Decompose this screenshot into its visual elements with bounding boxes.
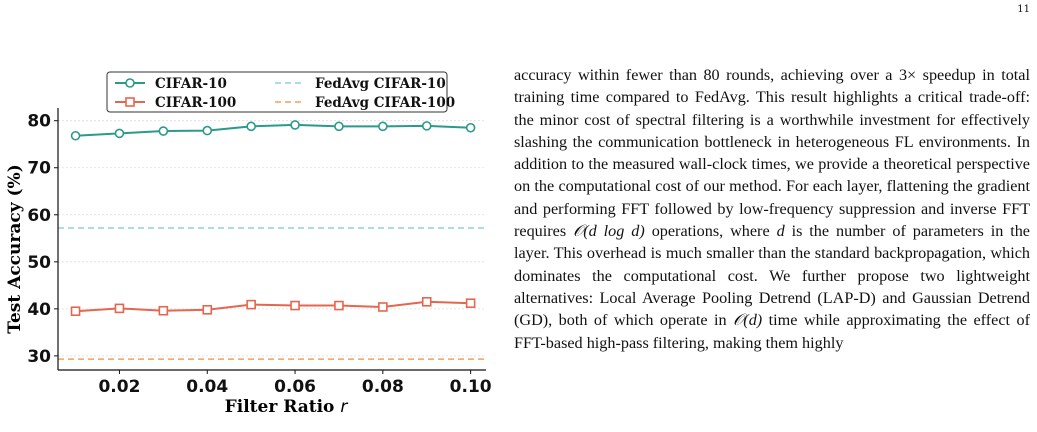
y-tick-label-60: 60 [27, 206, 51, 226]
data-point-0-4 [246, 121, 256, 132]
text-part-3: is the number of parameters in the layer… [514, 222, 1030, 330]
data-series [70, 120, 476, 317]
data-point-1-6 [334, 300, 344, 311]
text-part-2: operations, where [644, 222, 777, 241]
math-complexity-d: 𝒪(d) [733, 311, 763, 330]
data-point-1-2 [158, 305, 169, 316]
data-point-0-6 [334, 121, 344, 132]
legend-box [106, 71, 448, 113]
body-paragraph: accuracy within fewer than 80 rounds, ac… [514, 64, 1030, 354]
legend-label-1: CIFAR-100 [155, 95, 236, 111]
legend: CIFAR-10 CIFAR-100 FedAvg CIFAR-10 FedAvg C… [106, 71, 455, 113]
series-line-0 [75, 123, 471, 137]
legend-label-0: CIFAR-10 [155, 76, 227, 92]
data-point-1-9 [465, 298, 476, 309]
x-tick-label-0.02: 0.02 [98, 377, 140, 397]
text-part-1: accuracy within fewer than 80 rounds, ac… [514, 66, 1030, 241]
y-tick-label-50: 50 [27, 253, 51, 273]
series-line-1 [75, 300, 471, 313]
data-point-1-4 [246, 299, 256, 310]
x-axis-label: Filter Ratio r [225, 397, 349, 417]
figure: 30 40 50 60 70 80 0.02 0.04 0.06 0.08 0.10 Filter … [0, 60, 500, 432]
y-axis-label: Test Accuracy (%) [5, 164, 25, 333]
data-point-1-7 [378, 302, 388, 312]
data-point-1-1 [114, 303, 125, 314]
y-tick-label-30: 30 [27, 347, 51, 367]
x-tick-label-0.04: 0.04 [186, 377, 228, 397]
data-point-0-9 [465, 122, 476, 133]
data-point-0-7 [378, 121, 388, 132]
y-tick-label-40: 40 [27, 300, 51, 320]
data-point-1-8 [421, 296, 432, 307]
axes [54, 108, 486, 374]
page-number: 11 [1017, 4, 1030, 15]
data-point-0-1 [114, 128, 125, 139]
math-complexity-dlogd: 𝒪(d log d) [573, 222, 645, 241]
legend-marker-1 [125, 97, 135, 107]
reference-lines [58, 227, 486, 360]
data-point-0-2 [158, 126, 169, 136]
accuracy-chart: 30 40 50 60 70 80 0.02 0.04 0.06 0.08 0.10 Filter … [5, 71, 492, 417]
text-part-4: time while approximating the effect of F… [514, 311, 1030, 352]
data-point-0-5 [290, 120, 300, 130]
y-tick-label-70: 70 [27, 159, 51, 179]
x-tick-label-0.08: 0.08 [362, 377, 404, 397]
data-point-0-0 [70, 130, 81, 141]
data-point-1-3 [202, 304, 213, 315]
legend-label-3: FedAvg CIFAR-100 [315, 95, 455, 111]
x-tick-label-0.10: 0.10 [450, 377, 492, 397]
grid-lines [58, 120, 486, 357]
legend-marker-0 [125, 78, 135, 88]
data-point-0-3 [202, 125, 213, 136]
y-tick-label-80: 80 [27, 112, 51, 132]
data-point-1-5 [290, 300, 300, 311]
paragraph-text: accuracy within fewer than 80 rounds, ac… [514, 64, 1030, 354]
data-point-1-0 [70, 306, 81, 317]
tick-labels: 30 40 50 60 70 80 0.02 0.04 0.06 0.08 0.10 [27, 112, 491, 397]
data-point-0-8 [421, 121, 432, 131]
legend-label-2: FedAvg CIFAR-10 [315, 76, 446, 92]
math-d: d [776, 222, 785, 241]
x-tick-label-0.06: 0.06 [274, 377, 316, 397]
